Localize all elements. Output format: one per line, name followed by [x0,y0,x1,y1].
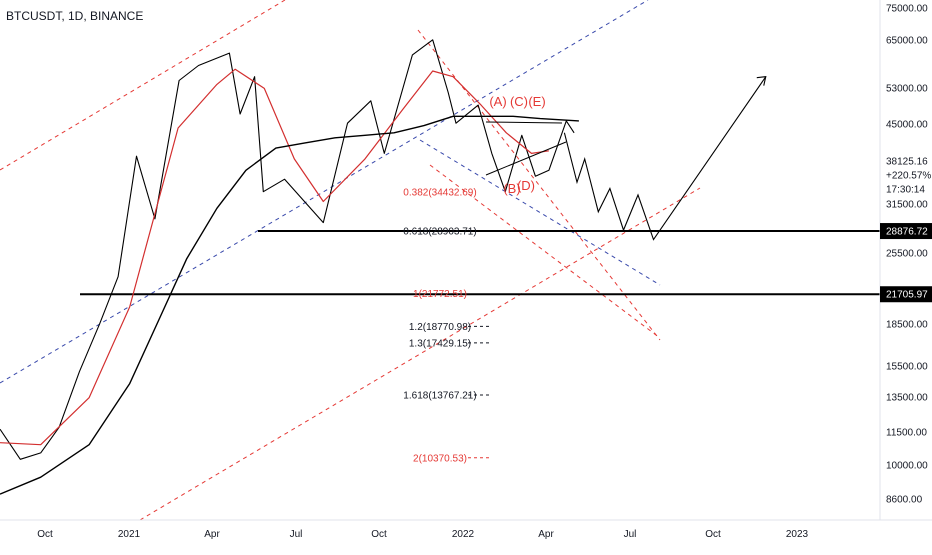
price-tick-label: 17:30:14 [886,185,925,196]
price-tick-label: 75000.00 [886,4,928,15]
time-tick-label: Apr [538,529,554,540]
fib-level-label: 1.3(17429.15) [409,338,471,349]
channel-upper-line [0,0,286,171]
price-tick-label: 53000.00 [886,84,928,95]
fib-level-label: 2(10370.53) [413,453,467,464]
fib-level-label: 0.382(34432.69) [403,188,476,199]
price-tick-label: 15500.00 [886,362,928,373]
price-axis-background [880,0,932,550]
time-tick-label: Oct [37,529,53,540]
wave-label: (C) [510,94,528,109]
price-badge-label: 28876.72 [886,227,928,238]
symbol-title: BTCUSDT, 1D, BINANCE [6,9,144,23]
time-tick-label: Oct [705,529,721,540]
price-badge [880,286,932,303]
projection-line [563,76,767,241]
price-tick-label: 8600.00 [886,495,923,506]
price-tick-label: +220.57% [886,171,931,182]
fib-level-label: 1(21772.51) [413,289,467,300]
price-tick-label: 31500.00 [886,200,928,211]
price-tick-label: 38125.16 [886,157,928,168]
time-axis: Oct 2021 Apr Jul Oct 2022 Apr Jul Oct 2023 [0,519,932,550]
wave-label: (B) [503,181,520,196]
descending-channel-mid [419,139,661,286]
time-tick-label: Jul [624,529,637,540]
projection-path [563,76,767,241]
price-tick-label: 25500.00 [886,249,928,260]
price-badge-label: 21705.97 [886,290,928,301]
fibonacci-levels: 0.382(34432.69) 0.618(28903.71) 1(21772.51… [403,188,490,464]
channel-mid-line [0,0,649,384]
arrow-head-icon [756,76,767,86]
channel-lower-line [139,187,701,521]
price-axis: 75000.00 65000.00 53000.00 45000.00 38125.16… [879,0,932,550]
price-badge [880,223,932,240]
triangle-upper-line [485,121,563,124]
price-line [0,39,575,460]
triangle-lower-line [485,141,567,176]
price-tick-label: 13500.00 [886,393,928,404]
wave-labels: (A) (C) (E) (B)(D) [489,94,545,196]
horizontal-levels [80,230,880,296]
wave-label: (A) [489,94,506,109]
time-tick-label: 2023 [786,529,809,540]
time-tick-label: Jul [290,529,303,540]
price-series [0,39,579,495]
time-tick-label: 2022 [452,529,475,540]
fib-level-label: 1.2(18770.98) [409,322,471,333]
price-tick-label: 65000.00 [886,36,928,47]
time-tick-label: Oct [371,529,387,540]
fib-level-label: 1.618(13767.21) [403,391,476,402]
triangle-pattern [485,121,567,176]
wave-label: (E) [528,94,545,109]
time-tick-label: 2021 [118,529,141,540]
price-tick-label: 11500.00 [886,428,927,439]
price-tick-label: 45000.00 [886,120,928,131]
moving-average-fast-line [0,68,549,446]
time-tick-label: Apr [204,529,220,540]
moving-average-slow-line [0,115,579,495]
wave-label: (D) [517,178,535,193]
price-tick-label: 18500.00 [886,320,928,331]
time-axis-background [0,520,932,550]
price-tick-label: 10000.00 [886,461,928,472]
fib-level-label: 0.618(28903.71) [403,226,476,237]
regression-channel [0,0,701,521]
